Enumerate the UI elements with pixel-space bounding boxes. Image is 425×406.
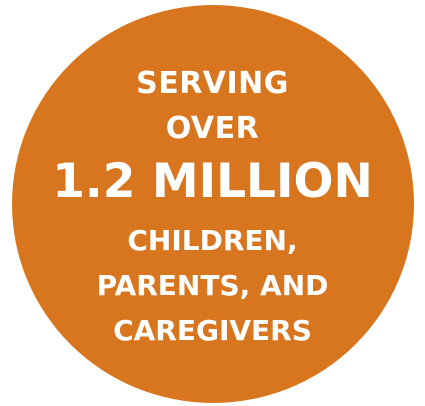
badge-line-children: CHILDREN, (127, 224, 298, 257)
badge-line-serving: SERVING (136, 66, 289, 101)
badge-line-caregivers: CAREGIVERS (113, 314, 312, 347)
badge-headline-number: 1.2 MILLION (52, 154, 373, 209)
badge-line-over: OVER (165, 111, 260, 146)
badge-line-parents: PARENTS, AND (96, 269, 329, 302)
orange-circle (12, 5, 414, 403)
